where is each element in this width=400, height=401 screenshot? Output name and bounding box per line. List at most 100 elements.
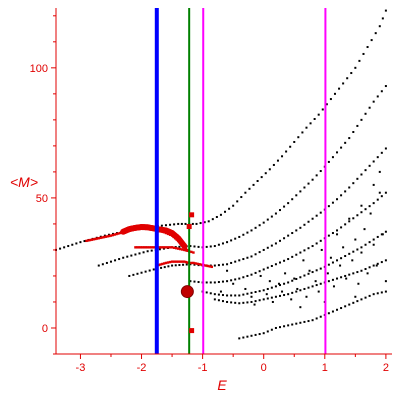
red-point (99, 236, 102, 240)
black-point (366, 46, 369, 49)
red-point (183, 260, 186, 263)
black-point (209, 281, 212, 284)
black-point (364, 296, 367, 299)
black-point (254, 226, 257, 229)
red-point (139, 246, 142, 249)
black-point (368, 164, 371, 167)
black-point (221, 294, 224, 297)
black-point (238, 259, 241, 262)
black-point (266, 218, 269, 221)
black-point (266, 297, 269, 300)
black-point (326, 272, 329, 275)
black-point (384, 290, 387, 293)
black-point (262, 289, 265, 292)
black-point (352, 217, 355, 220)
black-point (281, 290, 284, 293)
black-point (207, 220, 210, 223)
black-point (283, 237, 286, 240)
black-point (380, 291, 383, 294)
black-point (348, 186, 351, 189)
black-point (217, 299, 220, 302)
red-square-marker (186, 224, 192, 230)
black-point (295, 194, 298, 197)
black-point (303, 287, 306, 290)
black-point (327, 205, 330, 208)
black-point (309, 122, 312, 125)
black-point (221, 263, 224, 266)
black-point (372, 238, 375, 241)
black-point (226, 280, 229, 283)
black-point (378, 170, 381, 173)
black-point (234, 278, 237, 281)
black-point (384, 230, 387, 233)
black-point (270, 296, 273, 299)
black-point (205, 291, 208, 294)
black-point (169, 223, 172, 226)
black-point (291, 255, 294, 258)
black-point (384, 280, 387, 283)
black-point (339, 264, 342, 267)
black-point (336, 308, 339, 311)
black-point (246, 335, 249, 338)
black-point (299, 306, 302, 309)
black-point (283, 325, 286, 328)
black-point (274, 285, 277, 288)
black-point (126, 255, 129, 258)
red-point (108, 234, 111, 238)
black-point (331, 201, 334, 204)
black-point (240, 196, 243, 199)
y-axis-label: <M> (10, 174, 38, 190)
black-point (178, 264, 181, 267)
black-point (271, 300, 274, 303)
black-point (262, 332, 265, 335)
red-point (190, 250, 193, 254)
black-point (360, 269, 363, 272)
red-point (174, 260, 178, 263)
black-point (376, 292, 379, 295)
black-point (380, 233, 383, 236)
black-point (384, 85, 387, 88)
red-point (204, 264, 207, 267)
red-point (172, 260, 176, 263)
black-point (295, 322, 298, 325)
black-point (228, 207, 231, 210)
black-point (279, 294, 281, 297)
black-point (128, 274, 131, 277)
black-point (340, 226, 343, 229)
black-point (315, 242, 318, 245)
black-point (360, 204, 363, 207)
black-point (307, 220, 310, 223)
black-point (336, 233, 339, 236)
black-point (340, 194, 343, 197)
red-point (142, 246, 146, 249)
axes: 0 50 100 -3 -2 -1 0 1 2 (30, 8, 392, 374)
black-point (232, 282, 235, 285)
black-point (320, 248, 323, 251)
black-point (360, 251, 363, 254)
black-point (380, 195, 383, 198)
red-thick-point (181, 243, 188, 250)
red-point (183, 248, 186, 252)
black-point (226, 263, 229, 266)
red-point (141, 246, 144, 249)
black-point (315, 174, 318, 177)
black-point (230, 261, 233, 264)
black-point (238, 337, 241, 340)
red-point (135, 246, 139, 249)
red-point (162, 246, 166, 249)
black-point (213, 293, 216, 296)
black-point (260, 176, 263, 179)
black-point (348, 137, 351, 140)
black-point (344, 190, 347, 193)
black-point (376, 235, 379, 238)
black-point (315, 269, 318, 272)
black-point (254, 271, 257, 274)
black-point (332, 285, 335, 288)
black-point (291, 291, 294, 294)
red-point (162, 262, 166, 265)
black-point (160, 224, 163, 227)
black-point (258, 270, 261, 273)
black-point (272, 163, 275, 166)
red-point (198, 263, 201, 266)
red-point (134, 246, 137, 249)
